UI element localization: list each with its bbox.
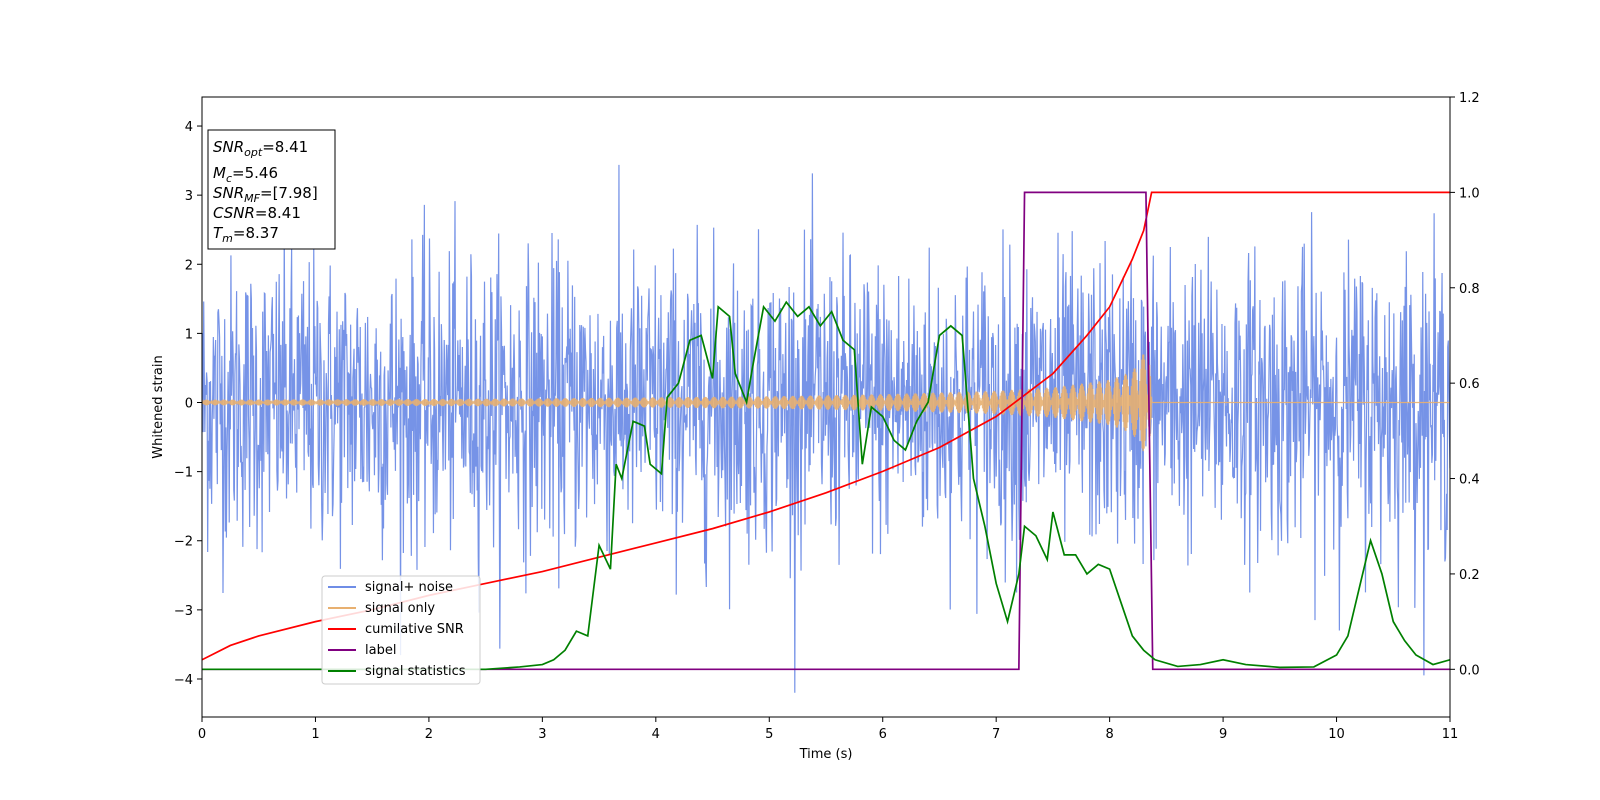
x-tick-label: 0 [198, 727, 206, 742]
y-right-tick-label: 0.8 [1459, 282, 1480, 297]
y-axis-label: Whitened strain [151, 355, 166, 458]
y-left-tick-label: −3 [174, 604, 193, 619]
x-tick-label: 7 [992, 727, 1000, 742]
y-left-tick-label: 2 [185, 258, 193, 273]
annotation-line-mc: Mc=5.46 [213, 164, 278, 185]
annotation-box: SNRopt=8.41 Mc=5.46 SNRMF=[7.98] CSNR=8.… [207, 129, 336, 250]
x-tick-label: 3 [538, 727, 546, 742]
legend-label-cumulative-snr: cumilative SNR [365, 622, 464, 637]
legend-label-signal-noise: signal+ noise [365, 580, 453, 595]
axes-frame [201, 96, 1451, 718]
y-left-tick-label: −4 [174, 673, 193, 688]
y-right-tick-label: 0.6 [1459, 377, 1480, 392]
x-tick-label: 6 [879, 727, 887, 742]
y-right-tick-label: 0.0 [1459, 663, 1480, 678]
series-signal-noise [202, 164, 1450, 693]
y-left-tick-label: 0 [185, 397, 193, 412]
x-tick-label: 9 [1219, 727, 1227, 742]
annotation-line-tm: Tm=8.37 [213, 224, 279, 245]
x-tick-label: 2 [425, 727, 433, 742]
y-left-tick-label: −2 [174, 535, 193, 550]
series-signal-statistics [202, 300, 1450, 671]
y-right-tick-label: 1.2 [1459, 91, 1480, 106]
x-tick-label: 10 [1328, 727, 1345, 742]
x-tick-label: 8 [1105, 727, 1113, 742]
y-left-tick-label: −1 [174, 466, 193, 481]
legend: signal+ noise signal only cumilative SNR… [321, 575, 481, 685]
legend-label-signal-statistics: signal statistics [365, 664, 466, 679]
legend-label-label: label [365, 643, 396, 658]
x-tick-label: 1 [311, 727, 319, 742]
y-right-tick-label: 0.4 [1459, 473, 1480, 488]
legend-label-signal-only: signal only [365, 601, 435, 616]
x-axis-label: Time (s) [799, 747, 853, 762]
x-tick-label: 11 [1442, 727, 1459, 742]
series-label [202, 191, 1450, 671]
y-left-tick-label: 4 [185, 120, 193, 135]
y-left-tick-label: 1 [185, 327, 193, 342]
ticks: 0 1 2 3 4 5 6 7 8 9 10 11 −4 −3 −2 −1 0 1 2 3 4 0.0 0.2 0.4 0.6 0… [174, 91, 1480, 742]
annotation-line-snr-opt: SNRopt=8.41 [213, 138, 308, 159]
y-right-tick-label: 0.2 [1459, 568, 1480, 583]
x-tick-label: 5 [765, 727, 773, 742]
series-signal-only [202, 354, 1450, 452]
y-right-tick-label: 1.0 [1459, 186, 1480, 201]
annotation-line-snr-mf: SNRMF=[7.98] [213, 184, 318, 205]
y-left-tick-label: 3 [185, 189, 193, 204]
annotation-line-csnr: CSNR=8.41 [213, 204, 301, 222]
x-tick-label: 4 [652, 727, 660, 742]
